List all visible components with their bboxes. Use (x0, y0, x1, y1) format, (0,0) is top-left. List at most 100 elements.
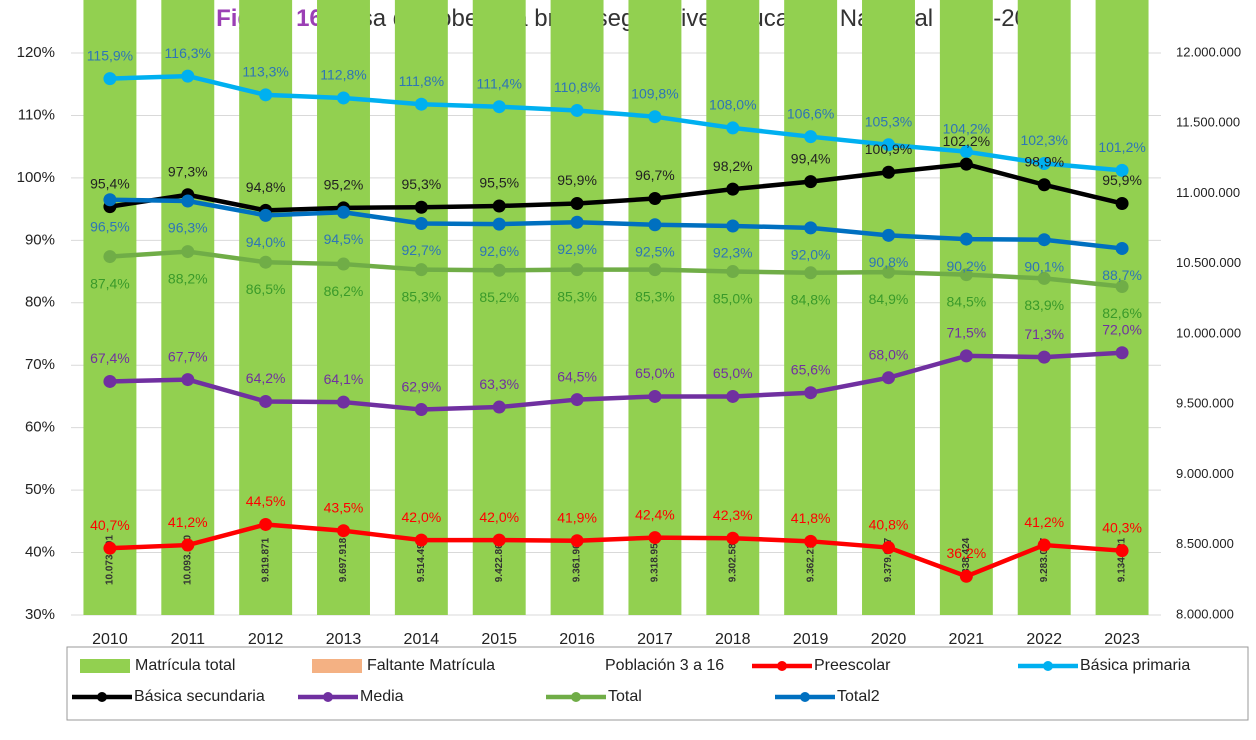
data-label: 42,0% (402, 509, 442, 525)
bar-value-label: 9.697.918 (338, 537, 349, 582)
data-label: 85,3% (402, 288, 442, 304)
x-tick-label: 2022 (1026, 631, 1062, 648)
point (648, 263, 662, 277)
x-tick-label: 2013 (326, 631, 362, 648)
data-label: 105,3% (865, 113, 912, 129)
point (492, 400, 506, 414)
data-label: 86,5% (246, 281, 286, 297)
data-label: 112,8% (320, 67, 366, 83)
point (882, 165, 895, 179)
point (570, 263, 584, 277)
y2-tick-label: 12.000.000 (1176, 44, 1241, 59)
point (1115, 196, 1129, 210)
data-label: 88,2% (168, 270, 208, 286)
data-label: 40,7% (90, 517, 130, 533)
bar (550, 0, 604, 616)
point (1037, 538, 1051, 552)
legend-label: Población 3 a 16 (605, 657, 724, 674)
data-label: 41,8% (791, 510, 831, 526)
data-label: 95,9% (557, 172, 597, 188)
data-label: 41,2% (168, 514, 208, 530)
x-tick-label: 2019 (793, 631, 829, 648)
legend-marker (777, 661, 787, 671)
bar (628, 0, 682, 615)
point (181, 538, 195, 552)
data-label: 108,0% (709, 97, 756, 113)
data-label: 40,3% (1102, 519, 1142, 535)
y-tick-label: 40% (25, 544, 55, 561)
point (103, 193, 117, 207)
point (804, 130, 818, 144)
x-tick-label: 2017 (637, 631, 673, 648)
point (103, 374, 117, 388)
x-tick-label: 2015 (481, 631, 517, 648)
bar (939, 0, 993, 615)
data-label: 42,4% (635, 506, 675, 522)
bar (161, 0, 215, 615)
data-label: 41,9% (557, 509, 597, 525)
data-label: 71,3% (1024, 326, 1064, 342)
data-label: 63,3% (479, 376, 519, 392)
point (1115, 280, 1129, 294)
point (492, 533, 506, 547)
point (726, 182, 740, 196)
bar-value-label: 9.361.962 (572, 537, 583, 582)
legend-swatch (312, 659, 362, 673)
data-label: 96,5% (90, 218, 130, 234)
point (1115, 241, 1129, 255)
y-tick-label: 90% (25, 231, 55, 248)
legend-label: Preescolar (814, 657, 891, 674)
data-label: 102,3% (1020, 132, 1067, 148)
x-tick-label: 2020 (871, 631, 907, 648)
point (959, 569, 973, 583)
line (109, 197, 1123, 251)
bar (862, 0, 915, 615)
data-label: 95,4% (90, 175, 130, 191)
point (570, 215, 584, 229)
data-label: 82,6% (1102, 305, 1142, 321)
point (882, 371, 895, 385)
data-label: 67,7% (168, 348, 208, 364)
bar-value-label: 9.134.721 (1117, 537, 1128, 582)
legend-marker (800, 692, 810, 702)
y-tick-label: 30% (25, 606, 55, 623)
point (804, 386, 818, 400)
data-label: 41,2% (1024, 514, 1064, 530)
point (726, 531, 740, 545)
data-label: 62,9% (402, 378, 442, 394)
data-label: 111,8% (399, 73, 444, 89)
point (882, 228, 895, 242)
point (726, 265, 740, 279)
y-tick-label: 110% (18, 106, 55, 123)
data-label: 85,3% (635, 288, 675, 304)
data-label: 64,1% (324, 371, 364, 387)
y-tick-label: 100% (17, 169, 55, 186)
x-tick-label: 2011 (171, 631, 206, 648)
point (1115, 163, 1129, 177)
point (1037, 350, 1051, 364)
point (103, 250, 117, 264)
bar (239, 0, 293, 615)
point (882, 138, 895, 152)
data-label: 84,8% (791, 292, 831, 308)
bar-value-label: 9.318.958 (650, 537, 661, 582)
y2-tick-label: 11.500.000 (1176, 115, 1240, 130)
data-label: 87,4% (90, 275, 130, 291)
point (570, 393, 584, 407)
bar-value-label: 9.422.860 (494, 537, 505, 582)
y2-tick-label: 9.500.000 (1176, 396, 1234, 411)
data-label: 113,3% (242, 64, 288, 80)
data-label: 95,3% (402, 176, 442, 192)
point (181, 194, 195, 208)
point (570, 196, 584, 210)
point (414, 403, 428, 417)
y2-tick-label: 8.500.000 (1176, 536, 1234, 551)
point (648, 110, 662, 124)
data-label: 64,2% (246, 370, 286, 386)
line (109, 522, 1123, 579)
y2-tick-label: 10.500.000 (1176, 255, 1241, 270)
data-label: 90,1% (1024, 258, 1064, 274)
data-label: 85,2% (479, 289, 519, 305)
point (414, 533, 428, 547)
data-label: 104,2% (943, 120, 990, 136)
